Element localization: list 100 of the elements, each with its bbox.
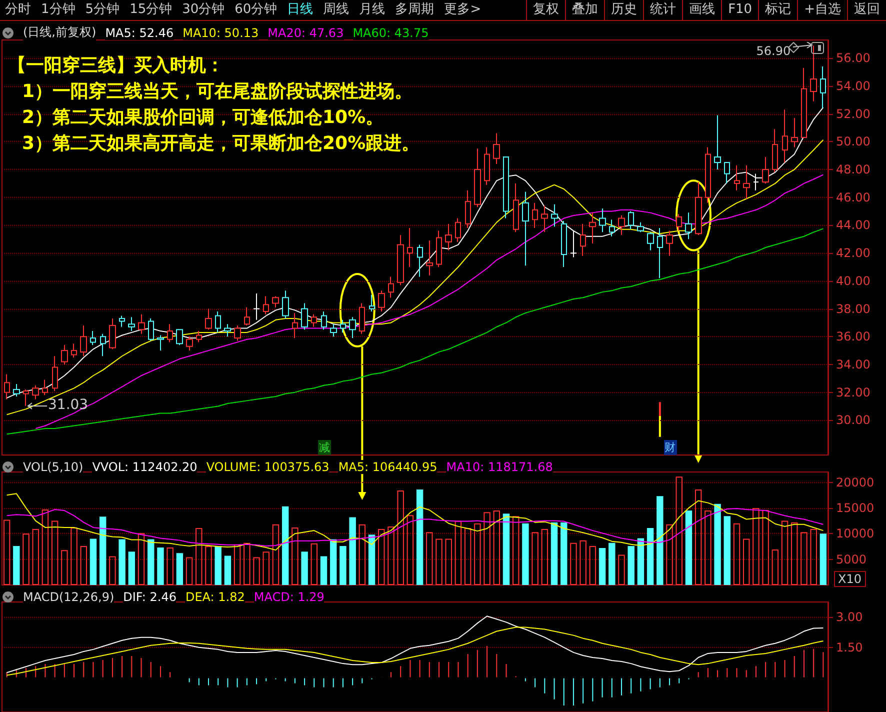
y-tick-label: 54.00 — [836, 78, 870, 93]
bar — [550, 522, 558, 585]
candlestick — [4, 374, 10, 400]
text: 15分钟 — [128, 1, 174, 19]
annotation: 56.90 — [756, 44, 791, 58]
bar — [666, 524, 673, 585]
candlestick — [378, 290, 385, 312]
bar — [560, 522, 568, 585]
bar — [580, 540, 586, 585]
text: F10 — [721, 0, 758, 20]
bar — [532, 532, 538, 585]
bar — [61, 550, 68, 585]
text: DEA: 1.82 — [185, 590, 245, 604]
candlestick — [52, 356, 58, 392]
y-tick-label: 1.50 — [836, 640, 863, 654]
candlestick — [388, 276, 394, 298]
bar — [157, 548, 164, 585]
candlestick — [61, 344, 68, 365]
bar — [512, 516, 520, 585]
candlestick — [292, 312, 298, 339]
bar — [32, 529, 39, 585]
bar — [752, 508, 760, 585]
bar — [598, 548, 606, 585]
bar — [310, 543, 318, 585]
bar — [99, 516, 106, 585]
bar — [637, 538, 644, 585]
y-tick-label: 42.00 — [836, 246, 870, 260]
candlestick — [205, 308, 212, 330]
text: MA10: 50.13 — [182, 26, 259, 40]
candlestick — [724, 162, 730, 184]
candlestick — [445, 223, 452, 251]
text: 画线 — [682, 0, 722, 20]
annotation: VOLUME: 100375.63 — [206, 460, 330, 474]
y-tick-label: 40.00 — [836, 274, 870, 288]
bar — [589, 546, 596, 585]
text: 30分钟 — [181, 1, 226, 19]
y-tick-label: 34.00 — [836, 357, 870, 372]
candlestick — [71, 343, 77, 358]
candlestick — [685, 212, 692, 240]
text: MA10: 118171.68 — [446, 460, 553, 474]
text: DIF: 2.46 — [123, 590, 176, 604]
candlestick — [417, 244, 423, 278]
candlestick — [176, 329, 183, 346]
bar — [205, 546, 212, 585]
bar — [166, 548, 174, 585]
candlestick — [609, 219, 615, 237]
candlestick — [791, 117, 798, 148]
bar — [13, 546, 20, 585]
line-series — [6, 493, 824, 551]
candlestick — [349, 316, 356, 339]
bar — [109, 556, 116, 585]
y-tick-label: 50.00 — [836, 134, 870, 149]
candlestick — [561, 220, 567, 268]
bar — [358, 524, 366, 585]
bar — [502, 514, 510, 585]
bar — [484, 512, 490, 585]
annotation: VVOL: 112402.20 — [92, 460, 198, 474]
candlestick — [196, 330, 202, 343]
candlestick — [109, 318, 116, 350]
bar — [436, 538, 442, 585]
candlestick — [148, 318, 154, 342]
text: 多周期 — [394, 1, 436, 19]
text: 历史 — [604, 0, 644, 20]
y-tick-label: 10000 — [836, 526, 874, 541]
candlestick — [772, 128, 778, 173]
candlestick — [321, 311, 327, 330]
text: 5分钟 — [84, 1, 121, 19]
candlestick — [455, 218, 461, 242]
candlestick — [90, 330, 96, 346]
candlestick — [532, 202, 538, 229]
bar — [272, 524, 280, 585]
bar — [368, 534, 376, 585]
text: MA60: 43.75 — [352, 26, 429, 40]
candlestick — [474, 148, 481, 208]
annotation: 31.03 — [48, 396, 88, 413]
text: MA5: 106440.95 — [338, 460, 438, 474]
candlestick — [157, 334, 164, 352]
bar — [196, 528, 202, 585]
candlestick — [167, 324, 173, 343]
line-series — [6, 508, 824, 546]
candlestick — [119, 315, 125, 328]
bar — [262, 552, 270, 585]
y-tick-label: 38.00 — [836, 302, 870, 316]
text: 叠加 — [565, 0, 604, 20]
bar — [493, 510, 500, 585]
text: 更多> — [443, 1, 482, 19]
bar — [330, 539, 337, 585]
candlestick — [599, 208, 606, 233]
bar — [426, 532, 433, 585]
bar — [820, 534, 827, 585]
bar — [724, 516, 731, 585]
bar — [51, 520, 58, 585]
candlestick — [801, 67, 807, 138]
line-series — [6, 228, 824, 435]
candlestick — [263, 296, 269, 315]
bar — [743, 538, 750, 585]
bar — [253, 557, 260, 585]
bar — [464, 528, 472, 585]
bar — [349, 517, 356, 585]
bar — [176, 553, 184, 585]
